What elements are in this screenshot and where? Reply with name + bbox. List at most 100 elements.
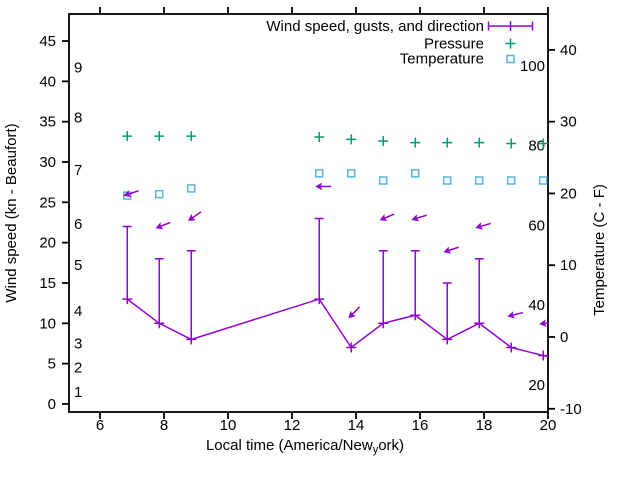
legend-label-wind: Wind speed, gusts, and direction xyxy=(266,18,484,35)
pressure-marker xyxy=(442,137,453,148)
fahrenheit-scale-label: 20 xyxy=(528,377,545,394)
plot-border xyxy=(68,13,549,413)
gust-bar xyxy=(410,249,420,316)
wind-data-point xyxy=(506,342,517,353)
legend-sample-wind-errorbar xyxy=(487,21,534,31)
arrow-head-icon xyxy=(187,213,196,221)
y2-axis-tick-label: 40 xyxy=(560,42,577,59)
gust-bar xyxy=(186,249,196,340)
wind-data-point xyxy=(154,318,165,329)
wind-speed-line xyxy=(126,298,548,358)
beaufort-scale-label: 4 xyxy=(74,303,82,320)
y-axis-tick-label: 20 xyxy=(39,235,56,252)
legend-label-temperature: Temperature xyxy=(400,51,484,68)
wind-data-point xyxy=(122,294,133,305)
x-axis-tick-label: 10 xyxy=(220,417,237,434)
wind-data-point xyxy=(474,318,485,329)
y-axis-tick-label: 25 xyxy=(39,194,56,211)
arrow-head-icon xyxy=(443,246,452,254)
temperature-marker xyxy=(378,176,388,185)
x-axis-tick-label: 12 xyxy=(284,417,301,434)
legend: Wind speed, gusts, and direction Pressur… xyxy=(266,18,534,68)
arrow-head-icon xyxy=(155,222,164,230)
beaufort-scale-label: 9 xyxy=(74,60,82,77)
fahrenheit-scale-label: 40 xyxy=(528,297,545,314)
temperature-marker xyxy=(346,169,356,178)
pressure-marker xyxy=(122,131,133,142)
temperature-marker xyxy=(314,169,324,178)
x-axis-tick-label: 14 xyxy=(348,417,365,434)
beaufort-scale-label: 6 xyxy=(74,216,82,233)
x-axis-tick-label: 8 xyxy=(160,417,168,434)
arrow-head-icon xyxy=(411,214,420,222)
gust-bar xyxy=(474,258,484,324)
wind-data-point xyxy=(538,350,548,361)
temperature-marker xyxy=(506,176,516,185)
pressure-marker xyxy=(378,136,389,147)
wind-direction-arrow xyxy=(379,213,395,222)
temperature-marker xyxy=(474,176,484,185)
y2-axis-tick-label: 20 xyxy=(560,185,577,202)
wind-data-point xyxy=(378,318,389,329)
pressure-marker xyxy=(186,131,197,142)
fahrenheit-scale-label: 80 xyxy=(528,138,545,155)
arrow-head-icon xyxy=(379,214,388,222)
legend-label-pressure: Pressure xyxy=(424,36,484,53)
gust-bar xyxy=(154,258,164,324)
arrow-head-icon xyxy=(507,311,516,319)
wind-direction-arrow xyxy=(443,246,459,254)
beaufort-scale-label: 7 xyxy=(74,162,82,179)
pressure-marker xyxy=(506,138,517,149)
x-axis-title: Local time (America/Newyork) xyxy=(206,437,404,456)
temperature-marker xyxy=(154,189,164,199)
beaufort-scale-label: 2 xyxy=(74,360,82,377)
beaufort-scale-label: 8 xyxy=(74,110,82,127)
gust-bar xyxy=(314,217,324,300)
y-axis-tick-label: 35 xyxy=(39,114,56,131)
legend-sample-temperature-square xyxy=(506,54,515,64)
wind-direction-arrow xyxy=(475,222,491,230)
y2-axis-tick-label: 10 xyxy=(560,257,577,274)
gust-bar xyxy=(122,225,132,300)
y-axis-tick-label: 30 xyxy=(39,154,56,171)
arrow-head-icon xyxy=(315,182,323,191)
wind-data-point xyxy=(442,334,453,345)
wind-direction-arrow xyxy=(155,221,171,230)
pressure-marker xyxy=(314,131,325,142)
arrow-head-icon xyxy=(348,310,357,319)
wind-direction-arrow xyxy=(507,311,524,319)
x-axis-tick-label: 18 xyxy=(476,417,493,434)
wind-direction-arrow xyxy=(348,306,361,319)
wind-direction-arrow xyxy=(123,189,139,198)
gust-bar xyxy=(378,249,388,324)
arrow-head-icon xyxy=(475,222,484,230)
x-axis-tick-label: 6 xyxy=(96,417,104,434)
arrow-head-icon xyxy=(123,189,132,198)
y2-axis-tick-label: 0 xyxy=(560,329,568,346)
gust-bar xyxy=(442,282,452,340)
pressure-marker xyxy=(538,138,548,149)
data-layer xyxy=(122,131,548,361)
x-axis-tick-label: 16 xyxy=(412,417,429,434)
temperature-marker xyxy=(538,176,548,185)
temperature-marker xyxy=(186,184,196,193)
beaufort-scale-label: 1 xyxy=(74,384,82,401)
y-axis-tick-label: 40 xyxy=(39,73,56,90)
y-axis-tick-label: 15 xyxy=(39,275,56,292)
fahrenheit-scale-label: 100 xyxy=(520,58,545,75)
y-axis-tick-label: 10 xyxy=(39,315,56,332)
pressure-marker xyxy=(410,137,421,148)
wind-data-point xyxy=(346,342,357,353)
y2-axis-title: Temperature (C - F) xyxy=(591,184,608,316)
pressure-marker xyxy=(154,131,165,142)
y-axis-title: Wind speed (kn - Beaufort) xyxy=(3,123,20,302)
fahrenheit-scale-label: 60 xyxy=(528,217,545,234)
x-axis-tick-label: 20 xyxy=(540,417,557,434)
wind-data-point xyxy=(410,310,421,321)
arrow-head-icon xyxy=(539,319,547,327)
y2-axis-tick-label: 30 xyxy=(560,114,577,131)
legend-sample-pressure-plus xyxy=(505,38,516,49)
temperature-marker xyxy=(410,169,420,178)
